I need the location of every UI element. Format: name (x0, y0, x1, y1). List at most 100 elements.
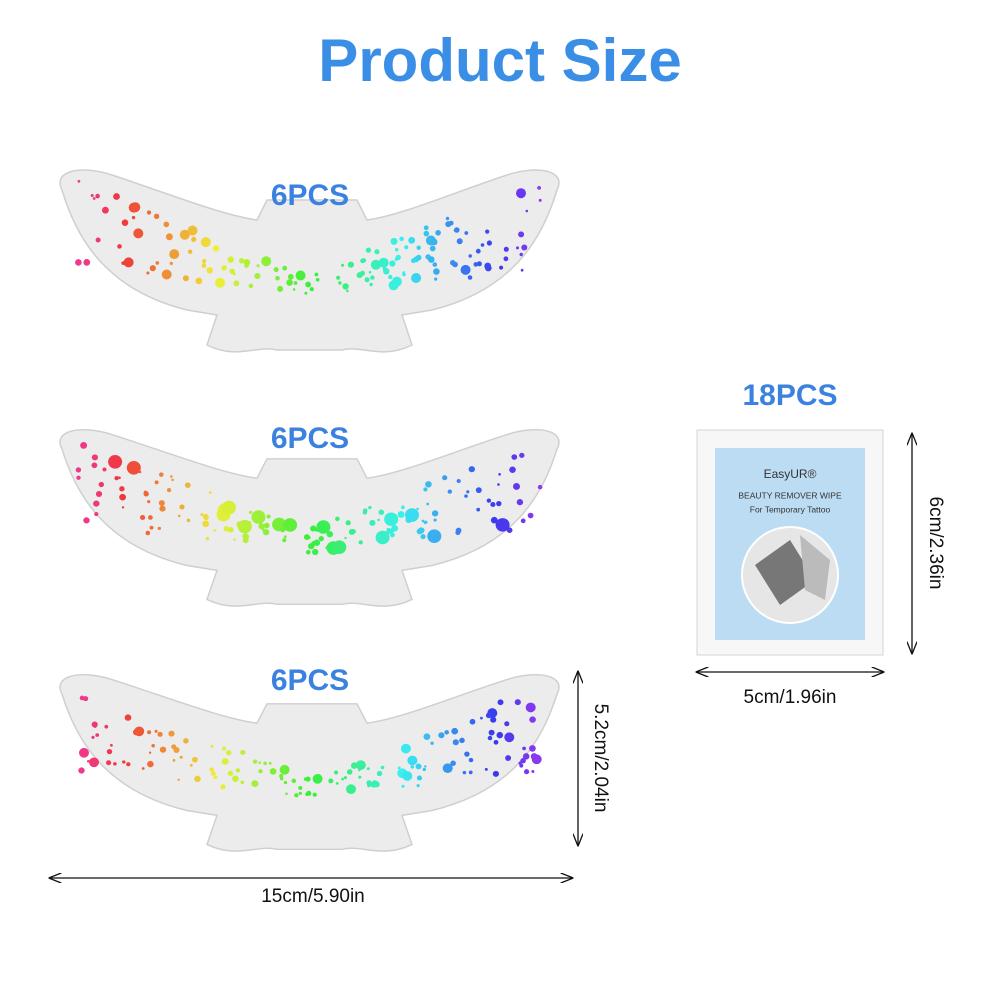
decoration (172, 758, 176, 762)
decoration (145, 530, 151, 536)
decoration (399, 236, 404, 242)
decoration (203, 515, 209, 521)
decoration (121, 261, 126, 265)
decoration (124, 714, 132, 721)
decoration (427, 529, 442, 543)
decoration (315, 278, 320, 282)
decoration (157, 731, 163, 737)
decoration (433, 268, 440, 275)
decoration (438, 732, 445, 739)
decoration (298, 786, 303, 790)
decoration (182, 275, 189, 282)
decoration (106, 749, 113, 755)
decoration (388, 274, 393, 280)
decoration (516, 499, 524, 506)
decoration (295, 270, 306, 281)
decoration (221, 746, 227, 751)
sticker (59, 673, 560, 852)
decoration (227, 256, 234, 263)
decoration (194, 775, 201, 783)
decoration (361, 258, 367, 263)
decoration (171, 478, 174, 482)
decoration (416, 775, 423, 781)
dimension-label: 15cm/5.90in (261, 886, 365, 907)
decoration (92, 197, 96, 200)
decoration (456, 238, 463, 245)
decoration (531, 754, 542, 765)
count-label: 18PCS (742, 379, 837, 412)
decoration (496, 731, 504, 739)
decoration (455, 527, 462, 534)
decoration (229, 268, 235, 274)
decoration (212, 245, 220, 252)
decoration (223, 526, 230, 532)
decoration (452, 739, 459, 746)
decoration (95, 733, 100, 737)
decoration (468, 770, 473, 775)
wipe-subtitle: For Temporary Tattoo (750, 504, 831, 514)
decoration (538, 198, 542, 202)
sticker (59, 428, 560, 607)
decoration (332, 540, 347, 554)
decoration (492, 770, 499, 777)
decoration (285, 792, 288, 795)
decoration (269, 768, 277, 775)
decoration (368, 505, 372, 510)
decoration (283, 535, 287, 539)
decoration (520, 268, 524, 272)
decoration (425, 481, 432, 488)
decoration (346, 784, 356, 795)
sticker (59, 169, 560, 353)
decoration (518, 231, 525, 238)
decoration (95, 237, 101, 243)
decoration (251, 510, 266, 524)
decoration (527, 512, 534, 519)
decoration (89, 757, 99, 768)
decoration (236, 521, 244, 528)
decoration (343, 776, 347, 780)
decoration (159, 505, 166, 512)
decoration (221, 758, 229, 765)
decoration (77, 179, 81, 183)
decoration (344, 536, 347, 540)
decoration (191, 236, 197, 242)
decoration (292, 288, 296, 291)
decoration (221, 265, 227, 271)
decoration (411, 258, 416, 264)
decoration (415, 254, 422, 261)
decoration (83, 259, 91, 266)
decoration (402, 272, 406, 277)
decoration (149, 525, 154, 530)
decoration (498, 473, 501, 476)
decoration (130, 202, 141, 213)
decoration (213, 775, 218, 780)
decoration (390, 237, 398, 245)
decoration (149, 265, 156, 272)
decoration (397, 511, 405, 518)
decoration (209, 767, 214, 772)
decoration (423, 487, 428, 492)
decoration (98, 481, 104, 488)
decoration (468, 254, 472, 258)
decoration (76, 475, 81, 480)
decoration (91, 735, 95, 739)
decoration (336, 275, 341, 280)
decoration (159, 746, 167, 753)
decoration (277, 285, 284, 292)
decoration (303, 534, 310, 540)
decoration (537, 484, 543, 490)
decoration (122, 760, 126, 764)
decoration (102, 467, 107, 472)
decoration (154, 729, 158, 733)
decoration (377, 518, 380, 522)
decoration (416, 784, 420, 788)
decoration (447, 489, 452, 494)
decoration (233, 280, 240, 287)
decoration (390, 532, 395, 538)
decoration (445, 216, 450, 221)
decoration (273, 267, 279, 273)
decoration (235, 768, 240, 773)
decoration (306, 790, 312, 796)
decoration (373, 781, 380, 788)
decoration (460, 264, 471, 275)
